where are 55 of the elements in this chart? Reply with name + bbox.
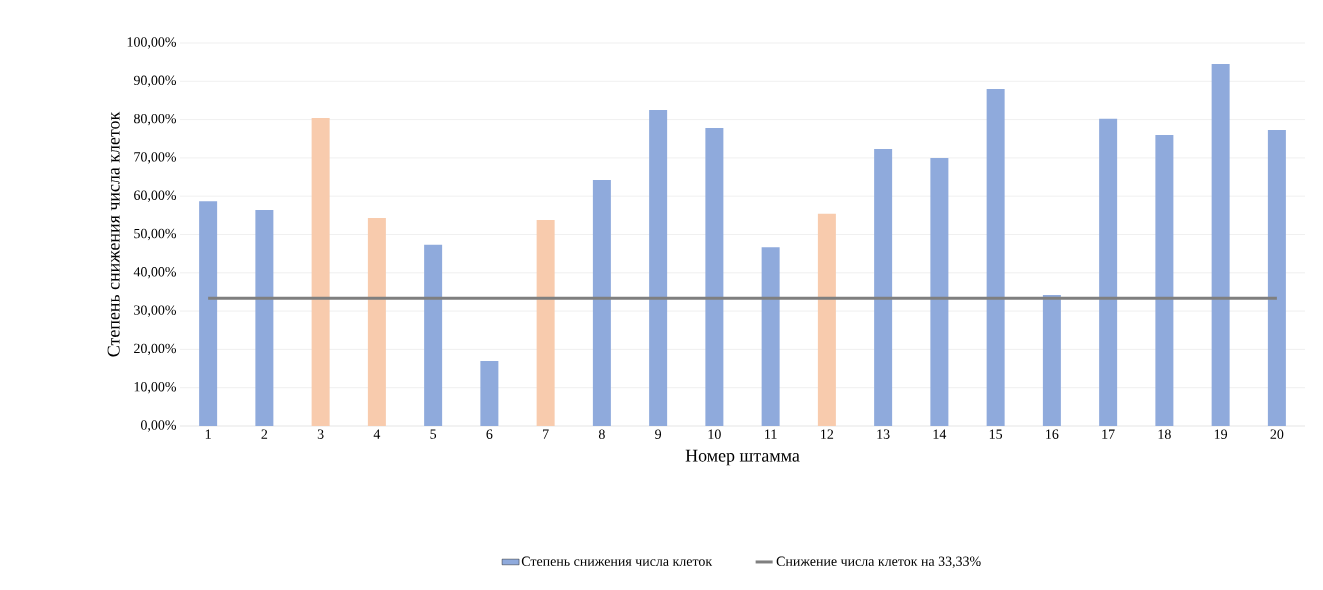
bar (705, 128, 724, 426)
x-axis-title: Номер штамма (685, 449, 800, 466)
y-tick-label: 60,00% (134, 190, 176, 202)
bar (1155, 134, 1174, 426)
legend-label: Снижение числа клеток на 33,33% (776, 556, 981, 568)
x-tick-label: 1 (205, 429, 211, 439)
x-tick-label: 16 (1046, 429, 1059, 439)
x-tick-label: 14 (933, 429, 947, 439)
bar (536, 219, 555, 426)
x-tick-label: 19 (1214, 429, 1228, 439)
x-tick-label: 18 (1158, 429, 1171, 439)
bar (649, 110, 668, 426)
bar (592, 180, 611, 426)
x-tick-label: 15 (989, 429, 1003, 439)
x-tick-label: 7 (543, 429, 549, 439)
y-axis-title: Степень снижения числа клеток (107, 111, 120, 357)
y-tick-label: 40,00% (133, 267, 176, 279)
x-tick-label: 10 (708, 429, 721, 439)
y-tick-label: 90,00% (133, 75, 176, 87)
bar (1211, 64, 1230, 426)
y-tick-label: 10,00% (134, 381, 176, 394)
bar (874, 149, 893, 426)
bar (311, 118, 330, 426)
y-tick-label: 100,00% (127, 37, 176, 49)
x-tick-label: 3 (317, 429, 324, 439)
bar (424, 244, 443, 426)
y-tick-label: 50,00% (134, 228, 176, 241)
bar (761, 247, 780, 426)
bar (1267, 129, 1286, 426)
y-tick-label: 20,00% (134, 343, 176, 356)
bar (1099, 118, 1118, 426)
y-tick-label: 80,00% (134, 113, 176, 126)
y-tick-label: 70,00% (134, 152, 176, 164)
x-tick-label: 4 (373, 429, 381, 439)
bar (199, 201, 218, 426)
x-tick-label: 8 (598, 429, 605, 439)
x-tick-label: 9 (655, 429, 662, 439)
x-tick-label: 20 (1270, 429, 1284, 439)
bar (367, 218, 386, 426)
x-tick-label: 13 (877, 429, 890, 439)
x-tick-label: 11 (765, 429, 777, 439)
y-tick-label: 30,00% (134, 305, 176, 317)
bar (1042, 295, 1061, 426)
x-tick-label: 2 (261, 429, 268, 439)
legend-label: Степень снижения числа клеток (521, 556, 713, 566)
bar (480, 360, 499, 426)
x-tick-label: 5 (430, 429, 437, 439)
y-tick-label: 0,00% (140, 420, 176, 432)
x-tick-label: 12 (821, 429, 834, 439)
bar (817, 213, 836, 426)
x-tick-label: 6 (486, 429, 493, 439)
bar (986, 88, 1005, 426)
x-tick-label: 17 (1102, 429, 1115, 439)
bar (930, 157, 949, 426)
bar (255, 209, 274, 426)
